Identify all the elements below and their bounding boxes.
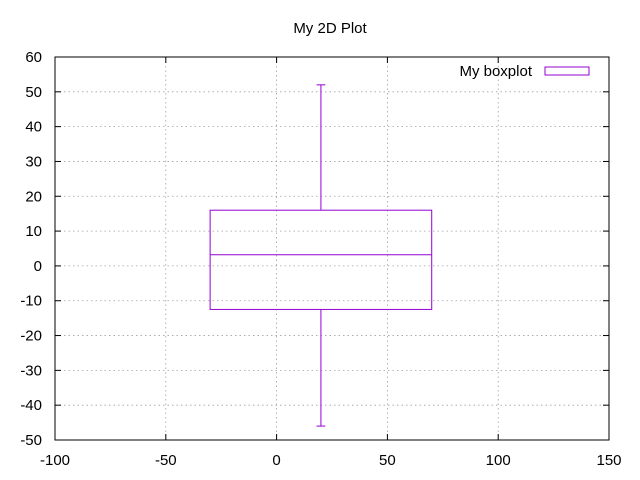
y-tick-label: 0	[34, 258, 42, 275]
y-tick-label: -30	[20, 362, 42, 379]
x-tick-label: 0	[272, 452, 280, 469]
axis-ticks	[54, 56, 610, 441]
grid-lines	[55, 57, 609, 440]
y-tick-label: 20	[25, 188, 42, 205]
y-tick-label: -20	[20, 328, 42, 345]
y-tick-label: 60	[25, 49, 42, 66]
y-tick-label: -10	[20, 293, 42, 310]
y-tick-label: 50	[25, 84, 42, 101]
x-tick-label: 150	[596, 452, 621, 469]
x-tick-label: -50	[155, 452, 177, 469]
y-tick-label: 30	[25, 153, 42, 170]
y-tick-label: 10	[25, 223, 42, 240]
box	[209, 209, 433, 310]
y-tick-label: 40	[25, 119, 42, 136]
legend: My boxplot	[459, 63, 590, 80]
plot-border	[54, 56, 610, 441]
y-tick-label: -50	[20, 432, 42, 449]
x-tick-label: 100	[486, 452, 511, 469]
x-tick-label: 50	[379, 452, 396, 469]
y-tick-label: -40	[20, 397, 42, 414]
plot-area	[209, 84, 433, 427]
x-tick-label: -100	[40, 452, 70, 469]
legend-swatch	[544, 66, 590, 76]
legend-label: My boxplot	[459, 63, 532, 80]
chart-title: My 2D Plot	[293, 20, 367, 37]
